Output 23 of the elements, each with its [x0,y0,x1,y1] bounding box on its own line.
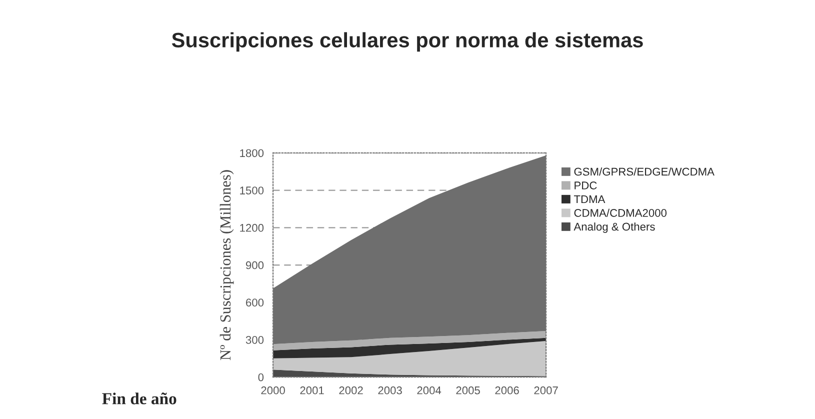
y-tick-label: 300 [246,336,264,344]
y-tick-label: 600 [246,298,264,307]
y-tick-label: 900 [246,261,264,270]
chart-title: Suscripciones celulares por norma de sistemas [172,32,643,52]
x-tick-label: 2006 [495,386,519,394]
legend-label: CDMA/CDMA2000 [574,208,667,217]
legend-label: PDC [574,182,597,190]
x-tick-label: 2005 [456,386,480,394]
legend-label: Analog & Others [574,222,655,233]
x-tick-label: 2000 [261,386,285,394]
y-tick-label: 1500 [240,186,264,194]
x-tick-label: 2003 [378,386,402,394]
x-tick-label: 2004 [417,386,442,394]
legend-label: GSM/GPRS/EDGE/WCDMA [574,167,714,176]
x-tick-label: 2002 [339,386,363,394]
y-tick-label: 0 [258,373,264,382]
y-tick-label: 1200 [240,224,264,232]
y-tick-label: 1800 [240,149,264,158]
x-tick-label: 2001 [300,386,324,394]
y-axis-title: Nº de Suscripciones (Millones) [220,170,234,360]
text: Fin de año [102,392,176,404]
x-tick-label: 2007 [534,386,558,394]
legend-label: TDMA [574,195,606,204]
